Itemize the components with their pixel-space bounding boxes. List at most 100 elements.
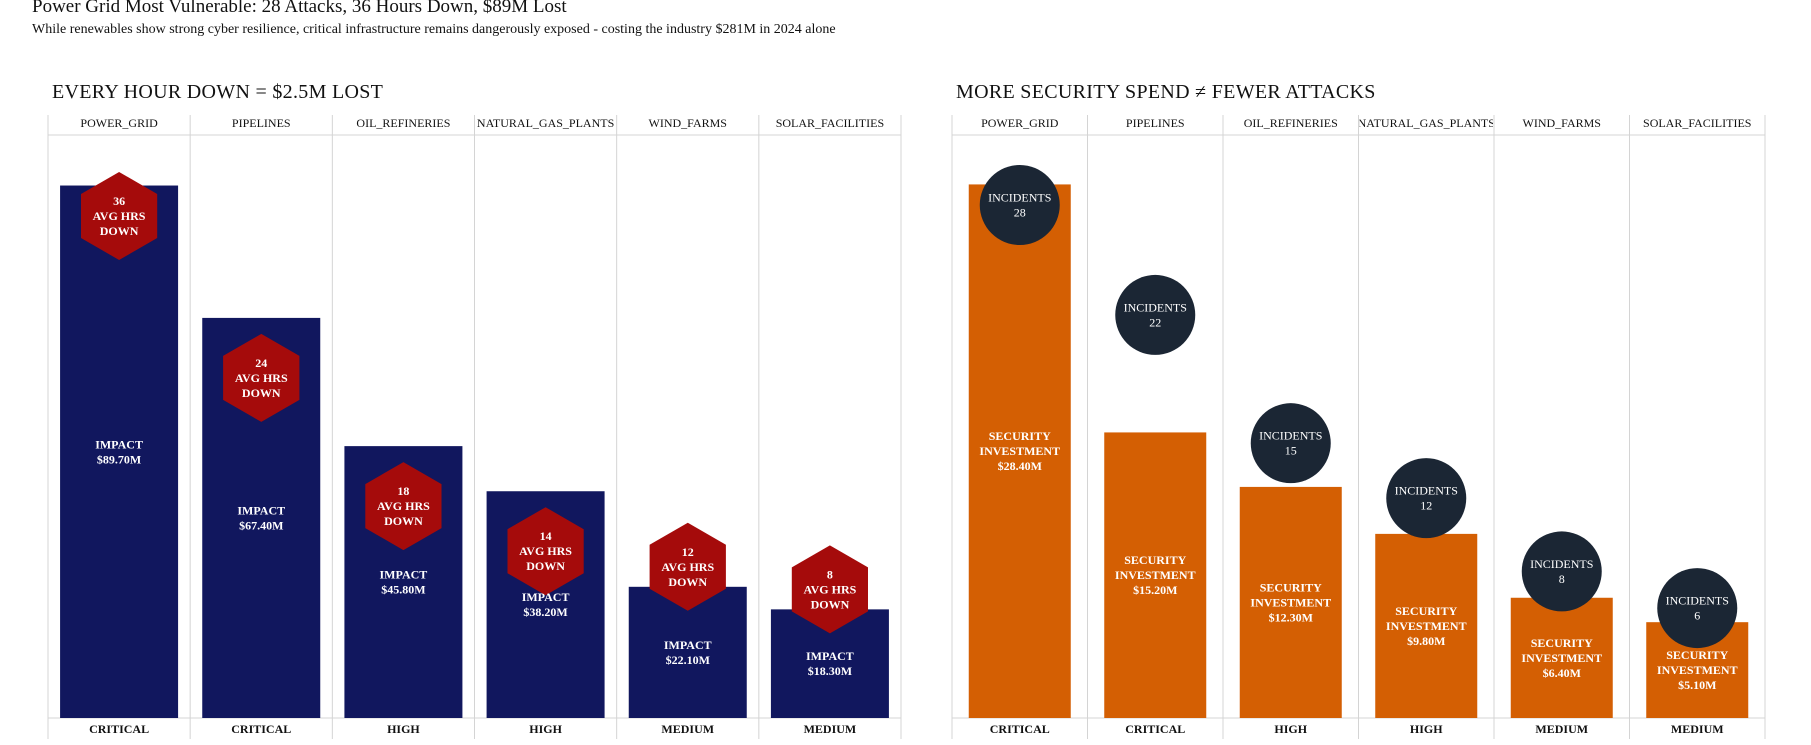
impact-label-line: $89.70M [97,452,141,466]
chart-panel-2: MORE SECURITY SPEND ≠ FEWER ATTACKS POWER… [951,81,1766,739]
risk-level-label: CRITICAL [990,722,1050,736]
bar [968,184,1071,718]
impact-label-line: IMPACT [522,590,570,604]
chart-panel-1: EVERY HOUR DOWN = $2.5M LOST POWER_GRID CR… [47,81,902,739]
investment-label-line: $15.20M [1133,583,1177,597]
downtime-value-line: 24 [255,356,267,370]
investment-label-line: INVESTMENT [1657,663,1738,677]
incidents-value-line: 22 [1149,315,1161,329]
bar [60,185,179,719]
downtime-value-line: DOWN [526,559,565,573]
incidents-value-line: 28 [1014,206,1026,220]
risk-level-label: CRITICAL [89,722,149,736]
category-label: NATURAL_GAS_PLANTS [1358,116,1495,130]
page-subtitle: While renewables show strong cyber resil… [32,22,836,37]
hexagon-marker [507,507,584,596]
category-label: POWER_GRID [80,116,158,130]
category-label: SOLAR_FACILITIES [1643,116,1751,130]
impact-label-line: $67.40M [239,518,283,532]
page-title: Power Grid Most Vulnerable: 28 Attacks, … [32,0,567,17]
panel-title: EVERY HOUR DOWN = $2.5M LOST [52,81,383,103]
incidents-value-line: 15 [1285,444,1297,458]
investment-label-line: $6.40M [1543,666,1581,680]
downtime-value-line: DOWN [668,575,707,589]
risk-level-label: CRITICAL [231,722,291,736]
impact-label-line: IMPACT [806,649,854,663]
incidents-value-line: 8 [1559,572,1565,586]
incidents-value-line: INCIDENTS [1124,300,1187,314]
impact-label-line: IMPACT [95,437,143,451]
investment-label-line: $12.30M [1269,610,1313,624]
downtime-value-line: 36 [113,194,125,208]
impact-label: IMPACT$38.20M [522,590,570,619]
risk-level-label: MEDIUM [804,722,857,736]
impact-label: IMPACT$89.70M [95,437,143,466]
investment-label-line: SECURITY [1666,648,1728,662]
downtime-value-line: AVG HRS [93,209,146,223]
downtime-value-line: DOWN [100,224,139,238]
risk-level-label: HIGH [387,722,420,736]
investment-label-line: SECURITY [1395,604,1457,618]
incidents-value-line: INCIDENTS [1530,557,1593,571]
category-label: PIPELINES [1126,116,1185,130]
downtime-value-line: DOWN [242,386,281,400]
incidents-value-line: INCIDENTS [1666,594,1729,608]
hexagon-marker [791,545,868,634]
category-label: WIND_FARMS [649,116,727,130]
impact-label-line: $22.10M [666,653,710,667]
incidents-value-line: INCIDENTS [1259,429,1322,443]
downtime-value-line: AVG HRS [377,499,430,513]
downtime-value-line: AVG HRS [661,560,714,574]
investment-label-line: SECURITY [989,429,1051,443]
hexagon-marker [81,172,158,260]
category-label: POWER_GRID [981,116,1059,130]
category-label: OIL_REFINERIES [356,116,450,130]
impact-label: IMPACT$18.30M [806,649,854,678]
risk-level-label: MEDIUM [1671,722,1724,736]
risk-level-label: MEDIUM [1535,722,1588,736]
category-label: PIPELINES [232,116,291,130]
hexagon-marker [365,462,442,551]
incident-circle [1521,531,1602,612]
bar [1239,486,1342,718]
hexagon-marker [223,333,300,422]
investment-label-line: INVESTMENT [1521,651,1602,665]
investment-label-line: INVESTMENT [979,444,1060,458]
incidents-value-line: INCIDENTS [988,191,1051,205]
incidents-value-line: 12 [1420,499,1432,513]
downtime-value-line: AVG HRS [804,582,857,596]
panel-title: MORE SECURITY SPEND ≠ FEWER ATTACKS [956,81,1376,103]
incidents-value-line: 6 [1694,609,1700,623]
bar [1104,432,1207,718]
impact-label-line: IMPACT [237,503,285,517]
incident-circle [1250,403,1331,484]
downtime-value-line: 8 [827,567,833,581]
investment-label-line: INVESTMENT [1115,568,1196,582]
downtime-value-line: 14 [540,529,552,543]
incidents-value-line: INCIDENTS [1395,484,1458,498]
risk-level-label: CRITICAL [1125,722,1185,736]
